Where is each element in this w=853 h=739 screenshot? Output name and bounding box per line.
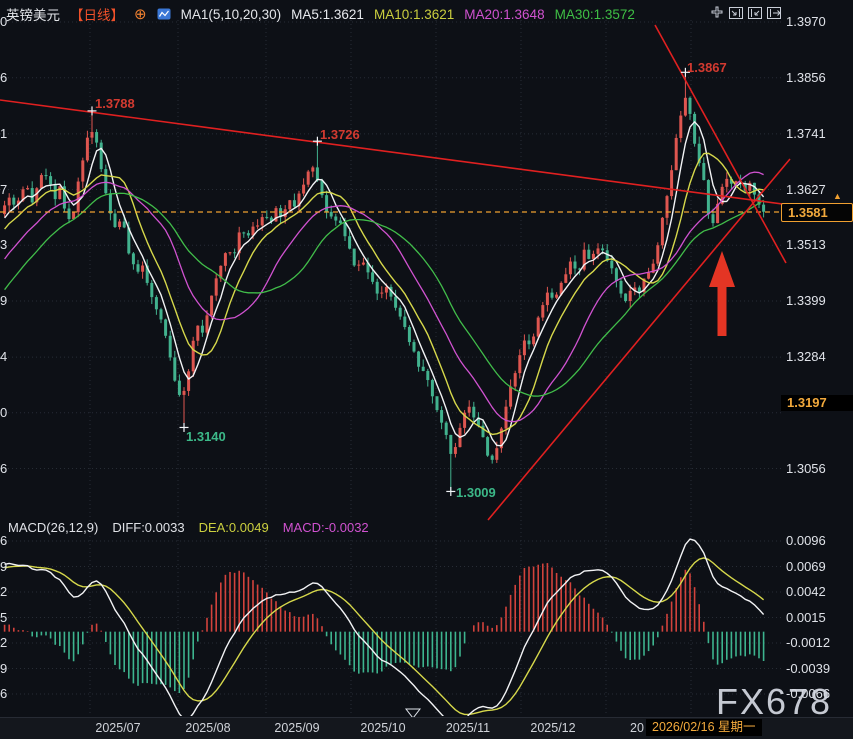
macd-axis-label: -0.0012 (786, 635, 831, 650)
price-axis-label: 1.3741 (786, 125, 826, 141)
cursor-date-tag: 2026/02/16 星期一 (646, 719, 762, 736)
month-label: 2025/10 (360, 721, 406, 735)
crosshair-tool-icon[interactable] (709, 5, 725, 21)
price-annotation: 1.3009 (456, 485, 496, 500)
macd-axis-left-digit: 9 (0, 559, 8, 574)
current-price-tag: 1.3581 (781, 203, 853, 222)
compress-right-icon[interactable] (747, 5, 763, 21)
macd-axis-label: -0.0039 (786, 660, 831, 676)
month-label: 2025/08 (185, 721, 231, 735)
macd-axis-left-digit: 9 (0, 661, 8, 676)
month-label: 2025/12 (530, 721, 576, 735)
anchor-markers (87, 67, 690, 496)
grid (0, 20, 781, 716)
price-axis-left-digit: 0 (0, 15, 8, 29)
time-axis[interactable]: 20 2026/02/16 星期一 2025/07 2025/08 2025/09 2… (0, 717, 853, 739)
month-label: 2025/09 (274, 721, 320, 735)
ma5-value: MA5:1.3621 (291, 6, 364, 22)
price-axis-left-digit: 4 (0, 350, 8, 365)
macd-pane (3, 538, 765, 716)
macd-header: MACD(26,12,9) DIFF:0.0033 DEA:0.0049 MAC… (8, 520, 369, 535)
price-axis-label: 1.3399 (786, 292, 826, 308)
ma-settings-label[interactable]: MA1(5,10,20,30) (180, 6, 282, 22)
symbol-name: 英镑美元 (6, 8, 60, 23)
price-axis-left-digit: 7 (0, 182, 8, 197)
macd-diff-value: DIFF:0.0033 (112, 520, 185, 535)
price-annotation: 1.3726 (320, 127, 360, 142)
price-axis-left-digit: 6 (0, 461, 8, 476)
price-axis-left-digit: 0 (0, 405, 8, 420)
circle-plus-icon[interactable]: ⊕ (134, 5, 147, 23)
level-price-tag: 1.3197 (781, 395, 853, 411)
chart-header: 英镑美元 【日线】 ⊕ MA1(5,10,20,30) MA5:1.3621 M… (6, 4, 635, 24)
price-axis-label: 1.3970 (786, 14, 826, 29)
chart-toolbar (709, 5, 782, 21)
line-chart-icon[interactable] (157, 8, 171, 20)
clipped-month-label: 20 (630, 721, 644, 735)
ma20-value: MA20:1.3648 (464, 6, 545, 22)
price-axis-label: 1.3056 (786, 460, 826, 476)
price-annotation: 1.3788 (95, 96, 135, 111)
macd-axis-label: -0.0066 (786, 686, 831, 701)
compress-left-icon[interactable] (728, 5, 744, 21)
price-axis-left-digit: 6 (0, 70, 8, 85)
macd-axis-label: 0.0015 (786, 609, 826, 625)
macd-axis-left-digit: 2 (0, 585, 8, 599)
up-arrow-annotation[interactable] (709, 251, 735, 336)
trendlines[interactable] (0, 24, 791, 521)
price-axis-label: 1.3513 (786, 237, 826, 253)
pan-right-icon[interactable] (766, 5, 782, 21)
ma30-value: MA30:1.3572 (554, 6, 635, 22)
macd-axis-label: 0.0096 (786, 533, 826, 548)
price-axis-left-digit: 3 (0, 238, 8, 253)
price-axis-label: 1.3627 (786, 181, 826, 197)
macd-axis-left-digit: 2 (0, 636, 8, 650)
macd-dea-value: DEA:0.0049 (198, 520, 269, 535)
candlestick-series (3, 72, 766, 492)
macd-hist-value: MACD:-0.0032 (282, 520, 369, 535)
axis-position-marker-icon[interactable] (404, 708, 422, 719)
macd-axis-label: 0.0042 (786, 584, 826, 599)
timeframe-label[interactable]: 【日线】 (70, 8, 124, 23)
macd-axis-left-digit: 6 (0, 534, 8, 548)
month-label: 2025/07 (95, 721, 141, 735)
price-up-caret-icon: ▲ (833, 191, 842, 201)
macd-axis-label: 0.0069 (786, 558, 826, 574)
month-label: 2025/11 (445, 721, 491, 735)
price-axis-label: 1.3856 (786, 69, 826, 85)
macd-axis-left-digit: 6 (0, 687, 8, 701)
price-axis-left-digit: 9 (0, 293, 8, 308)
price-axis-label: 1.3284 (786, 349, 826, 365)
price-annotation: 1.3867 (687, 60, 727, 75)
price-annotation: 1.3140 (186, 429, 226, 444)
price-axis-left-digit: 1 (0, 126, 8, 141)
ma10-value: MA10:1.3621 (373, 6, 455, 22)
watermark: FX678 (716, 681, 833, 722)
macd-params-label[interactable]: MACD(26,12,9) (8, 520, 99, 535)
macd-axis-left-digit: 5 (0, 610, 8, 625)
